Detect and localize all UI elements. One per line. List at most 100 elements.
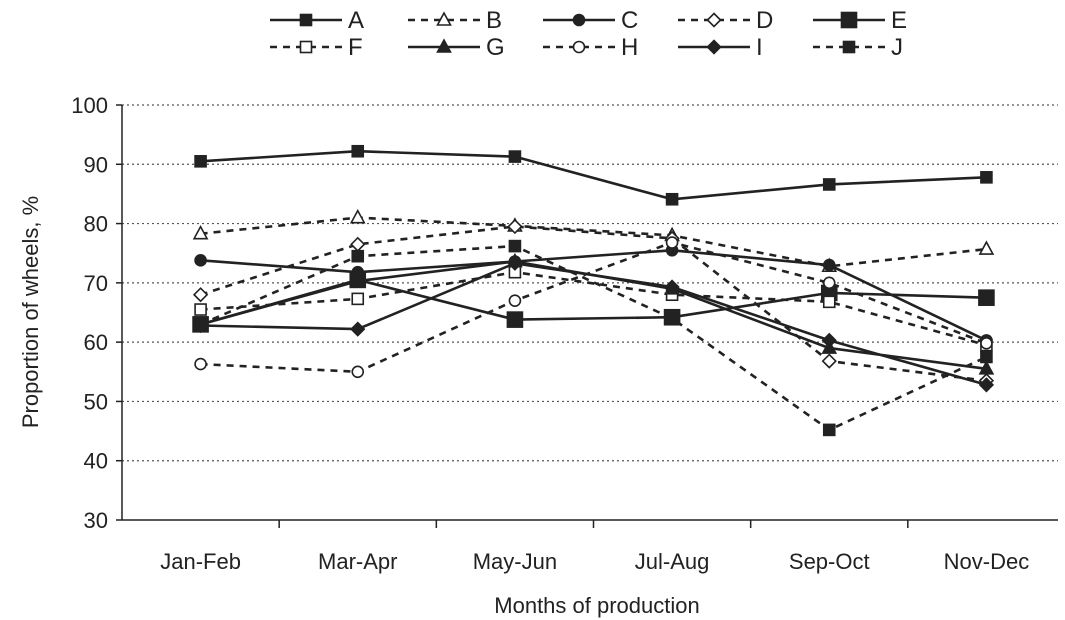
series-D-point-Jan-Feb bbox=[192, 287, 209, 303]
series-J-point-Sep-Oct bbox=[822, 423, 836, 437]
legend-marker-B bbox=[436, 11, 452, 26]
series-D-point-Sep-Oct bbox=[821, 353, 837, 369]
series-D-line bbox=[200, 225, 987, 382]
axes: 30 40 50 60 70 80 90 100 Jan-Feb Mar-Apr May-Jun Ju… bbox=[71, 93, 1058, 574]
y-tick-label-100: 100 bbox=[71, 93, 108, 118]
legend-item-E: E bbox=[813, 7, 907, 34]
legend-item-H: H bbox=[543, 34, 638, 61]
legend-item-D: D bbox=[678, 7, 773, 34]
y-tick-label-30: 30 bbox=[84, 508, 108, 533]
series-B-point-Jan-Feb bbox=[192, 224, 209, 240]
legend-item-G: G bbox=[408, 34, 505, 61]
legend-item-J: J bbox=[813, 34, 903, 61]
series-D bbox=[192, 218, 995, 389]
series-E-point-May-Jun bbox=[506, 311, 524, 328]
legend-label-J: J bbox=[891, 34, 903, 61]
x-tick-label-Jul-Aug: Jul-Aug bbox=[635, 549, 710, 574]
series-E-point-Nov-Dec bbox=[978, 289, 995, 306]
series-E bbox=[192, 271, 995, 333]
legend-label-H: H bbox=[621, 34, 638, 61]
series-H-point-Jan-Feb bbox=[194, 357, 207, 371]
legend-marker-F bbox=[299, 40, 313, 54]
series-A-point-Jul-Aug bbox=[665, 192, 679, 206]
legend-item-C: C bbox=[543, 7, 638, 34]
legend-marker-J bbox=[842, 40, 856, 54]
series-B-point-Mar-Apr bbox=[349, 208, 366, 224]
series-H-point-Nov-Dec bbox=[980, 337, 993, 350]
series-H-point-Sep-Oct bbox=[822, 276, 836, 290]
series-B-point-Nov-Dec bbox=[978, 240, 995, 255]
y-tick-label-40: 40 bbox=[84, 449, 108, 474]
legend-marker-E bbox=[840, 11, 858, 29]
x-tick-label-Mar-Apr: Mar-Apr bbox=[318, 549, 397, 574]
legend-label-A: A bbox=[348, 7, 364, 34]
legend-label-F: F bbox=[348, 34, 363, 61]
gridlines bbox=[122, 104, 1058, 462]
series-I-point-Sep-Oct bbox=[821, 332, 837, 348]
series-A-point-Jan-Feb bbox=[194, 155, 207, 168]
legend-label-I: I bbox=[756, 34, 763, 61]
series-F-point-Sep-Oct bbox=[822, 295, 836, 309]
series-A-point-Sep-Oct bbox=[822, 178, 836, 191]
legend-marker-I bbox=[706, 39, 722, 55]
series-J-point-Jul-Aug bbox=[665, 312, 679, 325]
series-H bbox=[194, 236, 993, 379]
series-F-point-Mar-Apr bbox=[351, 292, 365, 306]
series-A-point-Nov-Dec bbox=[980, 171, 993, 184]
series-C-point-Sep-Oct bbox=[822, 258, 836, 272]
series-H-point-Jul-Aug bbox=[665, 236, 679, 249]
series-A-point-May-Jun bbox=[508, 150, 522, 163]
series-B bbox=[192, 208, 995, 273]
legend-label-D: D bbox=[756, 7, 773, 34]
series-H-point-May-Jun bbox=[508, 294, 522, 307]
series-F bbox=[194, 265, 993, 352]
legend-marker-A bbox=[299, 13, 313, 27]
legend-label-C: C bbox=[621, 7, 638, 34]
legend-item-B: B bbox=[408, 7, 502, 34]
series-J bbox=[194, 239, 993, 437]
series-H-line bbox=[200, 241, 987, 374]
series-C-line bbox=[200, 249, 987, 342]
legend-item-I: I bbox=[678, 34, 763, 61]
legend-marker-H bbox=[572, 40, 586, 54]
y-tick-label-90: 90 bbox=[84, 152, 108, 177]
legend-label-E: E bbox=[891, 7, 907, 34]
series-J-line bbox=[200, 244, 987, 432]
series-I bbox=[192, 255, 995, 393]
series-J-point-Mar-Apr bbox=[351, 249, 365, 263]
legend-marker-G bbox=[436, 38, 452, 53]
x-tick-label-May-Jun: May-Jun bbox=[473, 549, 557, 574]
series-F-point-Jan-Feb bbox=[194, 303, 207, 316]
series-G-point-Nov-Dec bbox=[978, 360, 995, 375]
y-axis-title: Proportion of wheels, % bbox=[18, 196, 43, 428]
series-G-point-Mar-Apr bbox=[349, 272, 366, 287]
x-tick-label-Nov-Dec: Nov-Dec bbox=[944, 549, 1030, 574]
series-I-point-May-Jun bbox=[507, 255, 523, 271]
series-I-point-Jul-Aug bbox=[664, 279, 680, 295]
legend-label-B: B bbox=[486, 7, 502, 34]
series-H-point-Mar-Apr bbox=[351, 365, 365, 379]
legend-item-A: A bbox=[270, 7, 364, 34]
series-J-point-Jan-Feb bbox=[194, 318, 207, 331]
series-J-point-Nov-Dec bbox=[980, 350, 993, 364]
series-D-point-May-Jun bbox=[507, 218, 523, 235]
series-A-point-Mar-Apr bbox=[351, 144, 365, 158]
legend-marker-D bbox=[706, 12, 722, 28]
series-I-line bbox=[200, 261, 987, 387]
y-tick-label-80: 80 bbox=[84, 212, 108, 237]
x-axis-title: Months of production bbox=[494, 593, 699, 618]
series-F-line bbox=[200, 270, 987, 347]
series-I-point-Nov-Dec bbox=[978, 377, 995, 393]
x-tick-label-Jan-Feb: Jan-Feb bbox=[160, 549, 241, 574]
series-B-line bbox=[200, 216, 987, 268]
y-tick-label-60: 60 bbox=[84, 330, 108, 355]
y-tick-label-70: 70 bbox=[84, 271, 108, 296]
series-C-point-Jan-Feb bbox=[194, 254, 207, 267]
legend-item-F: F bbox=[270, 34, 363, 61]
legend: A B C D E F G H I J bbox=[270, 7, 907, 61]
legend-marker-C bbox=[572, 13, 586, 27]
series-I-point-Mar-Apr bbox=[350, 321, 366, 337]
plot-area bbox=[192, 144, 995, 437]
series-J-point-May-Jun bbox=[508, 239, 522, 253]
